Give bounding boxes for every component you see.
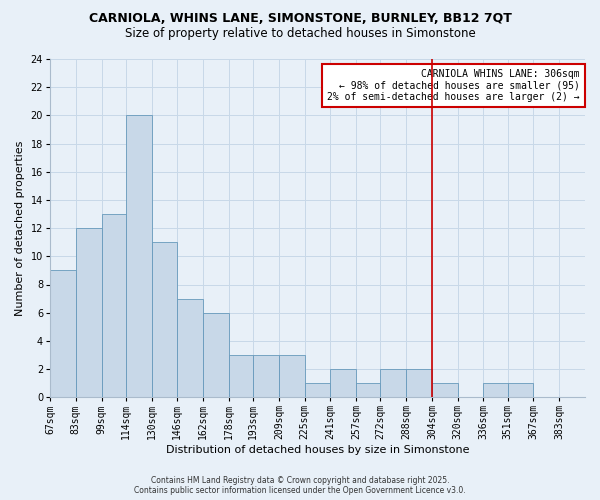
Bar <box>484 383 508 397</box>
Text: Size of property relative to detached houses in Simonstone: Size of property relative to detached ho… <box>125 28 475 40</box>
Bar <box>50 270 76 397</box>
Bar <box>178 298 203 397</box>
Bar <box>76 228 101 397</box>
Bar <box>152 242 178 397</box>
Bar <box>253 355 279 397</box>
Bar <box>305 383 331 397</box>
Text: CARNIOLA, WHINS LANE, SIMONSTONE, BURNLEY, BB12 7QT: CARNIOLA, WHINS LANE, SIMONSTONE, BURNLE… <box>89 12 511 26</box>
X-axis label: Distribution of detached houses by size in Simonstone: Distribution of detached houses by size … <box>166 445 469 455</box>
Text: CARNIOLA WHINS LANE: 306sqm
← 98% of detached houses are smaller (95)
2% of semi: CARNIOLA WHINS LANE: 306sqm ← 98% of det… <box>327 69 580 102</box>
Bar <box>356 383 380 397</box>
Bar <box>229 355 253 397</box>
Bar <box>331 369 356 397</box>
Bar <box>508 383 533 397</box>
Bar <box>279 355 305 397</box>
Bar <box>126 116 152 397</box>
Bar <box>203 312 229 397</box>
Text: Contains HM Land Registry data © Crown copyright and database right 2025.
Contai: Contains HM Land Registry data © Crown c… <box>134 476 466 495</box>
Y-axis label: Number of detached properties: Number of detached properties <box>15 140 25 316</box>
Bar <box>406 369 432 397</box>
Bar <box>101 214 126 397</box>
Bar <box>380 369 406 397</box>
Bar <box>432 383 458 397</box>
